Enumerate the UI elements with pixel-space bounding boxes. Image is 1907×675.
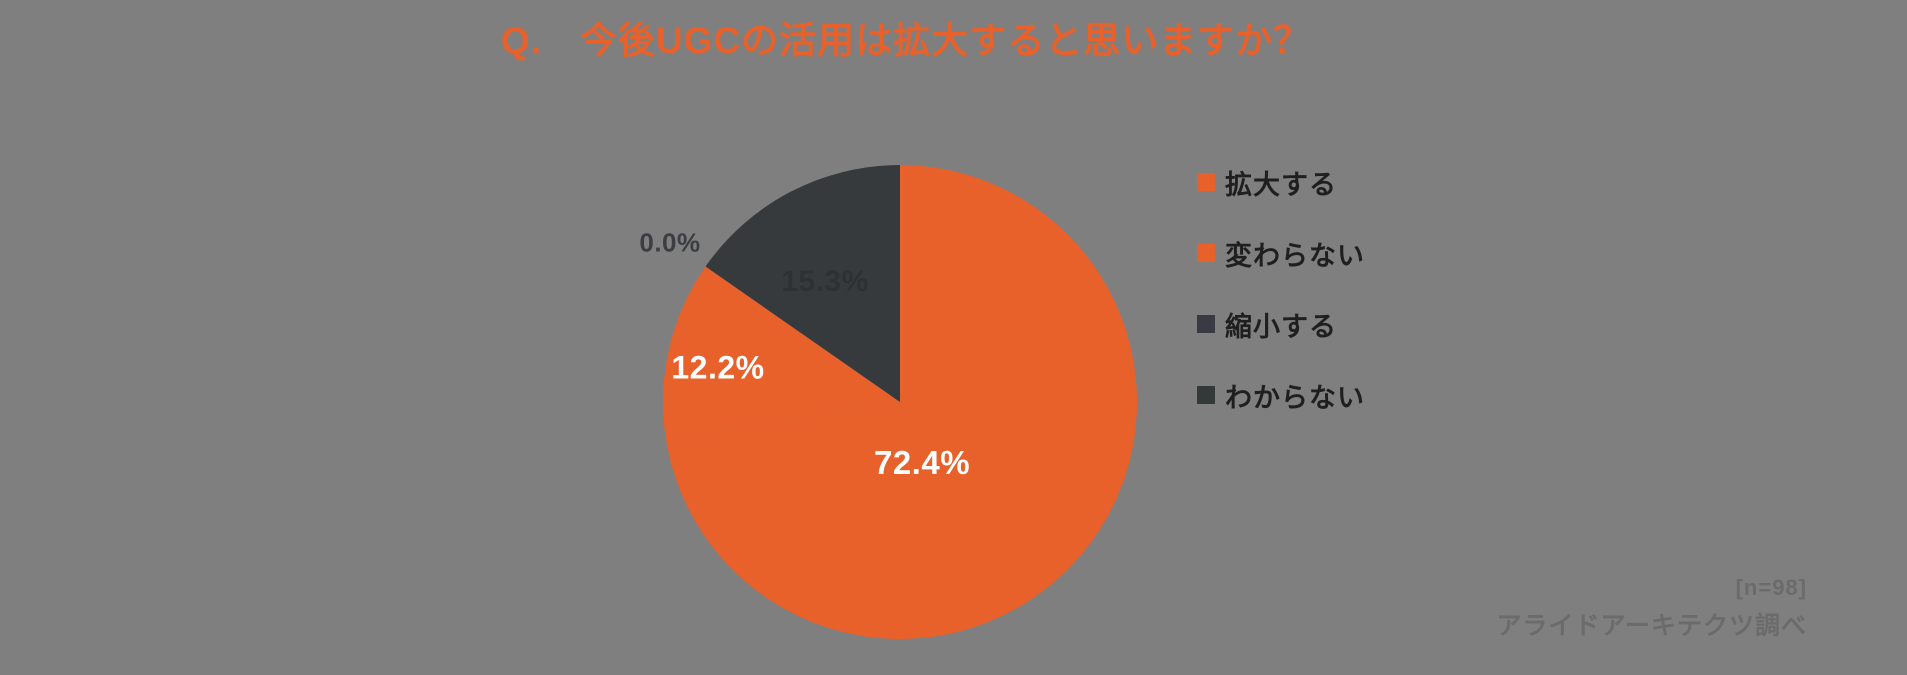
- legend-label-no-change: 変わらない: [1225, 240, 1365, 271]
- legend-item-no-change: 変わらない: [1197, 231, 1365, 275]
- pie-label-shrink: 0.0%: [639, 227, 701, 258]
- legend: 拡大する 変わらない 縮小する わからない: [1197, 160, 1365, 444]
- sample-size: [n=98]: [1735, 575, 1807, 600]
- pie-label-dont-know: 15.3%: [781, 265, 869, 298]
- legend-item-dont-know: わからない: [1197, 373, 1365, 417]
- legend-swatch-dont-know: [1197, 386, 1215, 404]
- legend-swatch-expand: [1197, 173, 1215, 191]
- pie-label-no-change: 12.2%: [671, 349, 765, 386]
- source-credit: アライドアーキテクツ調べ: [1496, 612, 1807, 640]
- footer: [n=98] アライドアーキテクツ調べ: [1496, 575, 1807, 642]
- legend-label-dont-know: わからない: [1225, 382, 1365, 413]
- legend-item-expand: 拡大する: [1197, 160, 1365, 204]
- legend-item-shrink: 縮小する: [1197, 302, 1365, 346]
- pie-label-expand: 72.4%: [873, 444, 971, 481]
- legend-label-expand: 拡大する: [1225, 169, 1337, 200]
- legend-label-shrink: 縮小する: [1225, 311, 1337, 342]
- legend-swatch-no-change: [1197, 244, 1215, 262]
- chart-title: Q. 今後UGCの活用は拡大すると思いますか？: [500, 20, 1312, 61]
- legend-swatch-shrink: [1197, 315, 1215, 333]
